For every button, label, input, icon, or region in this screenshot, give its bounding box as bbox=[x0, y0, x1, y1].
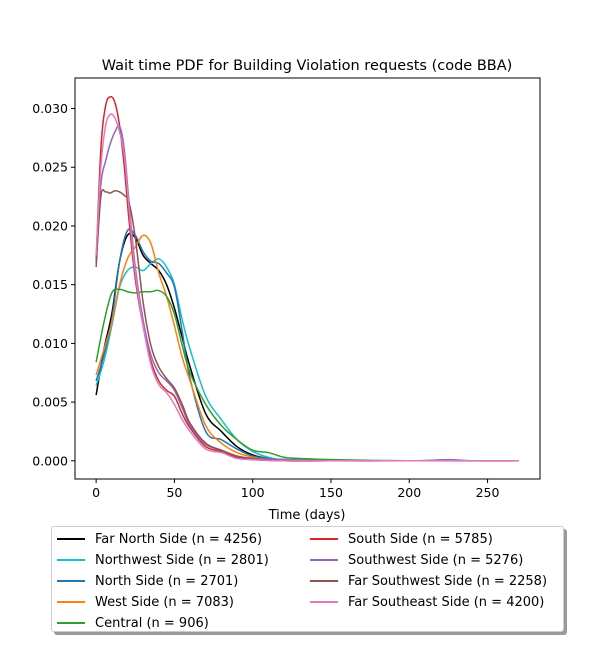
y-tick-label: 0.020 bbox=[32, 218, 68, 233]
x-axis-ticks: 0 50 100 150 200 250 bbox=[92, 479, 500, 500]
y-axis-ticks: 0.000 0.005 0.010 0.015 0.020 0.025 0.030 bbox=[32, 101, 75, 468]
legend-item: North Side (n = 2701) bbox=[57, 572, 238, 590]
chart-legend: Far North Side (n = 4256) Northwest Side … bbox=[51, 526, 564, 632]
legend-swatch bbox=[57, 622, 85, 624]
legend-swatch bbox=[310, 601, 338, 603]
legend-swatch bbox=[310, 559, 338, 561]
plot-frame bbox=[75, 78, 540, 479]
y-tick-label: 0.015 bbox=[32, 277, 68, 292]
legend-label: Southwest Side (n = 5276) bbox=[348, 552, 524, 568]
legend-label: Far Southeast Side (n = 4200) bbox=[348, 594, 545, 610]
plot-border bbox=[74, 77, 541, 480]
x-tick-label: 50 bbox=[166, 485, 182, 500]
legend-item: South Side (n = 5785) bbox=[310, 530, 493, 548]
legend-label: South Side (n = 5785) bbox=[348, 531, 493, 547]
legend-item: Far North Side (n = 4256) bbox=[57, 530, 262, 548]
legend-label: Far North Side (n = 4256) bbox=[95, 531, 263, 547]
y-tick-label: 0.030 bbox=[32, 101, 68, 116]
legend-item: Far Southeast Side (n = 4200) bbox=[310, 593, 544, 611]
legend-item: West Side (n = 7083) bbox=[57, 593, 234, 611]
legend-item: Central (n = 906) bbox=[57, 614, 209, 632]
y-tick-label: 0.025 bbox=[32, 160, 68, 175]
legend-item: Far Southwest Side (n = 2258) bbox=[310, 572, 547, 590]
x-tick-label: 200 bbox=[397, 485, 421, 500]
legend-item: Northwest Side (n = 2801) bbox=[57, 551, 269, 569]
legend-swatch bbox=[310, 538, 338, 540]
x-tick-label: 150 bbox=[319, 485, 343, 500]
series-line-4 bbox=[95, 288, 519, 462]
legend-swatch bbox=[57, 559, 85, 561]
y-tick-label: 0.010 bbox=[32, 336, 68, 351]
legend-label: Northwest Side (n = 2801) bbox=[95, 552, 269, 568]
legend-swatch bbox=[310, 580, 338, 582]
x-axis-label: Time (days) bbox=[268, 508, 346, 523]
x-tick-label: 250 bbox=[476, 485, 500, 500]
legend-swatch bbox=[57, 601, 85, 603]
legend-label: Central (n = 906) bbox=[95, 615, 209, 631]
x-tick-label: 0 bbox=[92, 485, 100, 500]
legend-swatch bbox=[57, 538, 85, 540]
legend-label: North Side (n = 2701) bbox=[95, 573, 239, 589]
legend-label: Far Southwest Side (n = 2258) bbox=[348, 573, 548, 589]
legend-swatch bbox=[57, 580, 85, 582]
legend-label: West Side (n = 7083) bbox=[95, 594, 234, 610]
legend-item: Southwest Side (n = 5276) bbox=[310, 551, 523, 569]
x-tick-label: 100 bbox=[241, 485, 265, 500]
series-line-8 bbox=[95, 113, 519, 462]
y-tick-label: 0.000 bbox=[32, 453, 68, 468]
chart-title: Wait time PDF for Building Violation req… bbox=[102, 58, 513, 74]
y-tick-label: 0.005 bbox=[32, 395, 68, 410]
series-layer bbox=[95, 95, 519, 462]
plot-area: 0 50 100 150 200 250 0.000 0.005 0.010 0.015 0.02… bbox=[32, 77, 541, 500]
